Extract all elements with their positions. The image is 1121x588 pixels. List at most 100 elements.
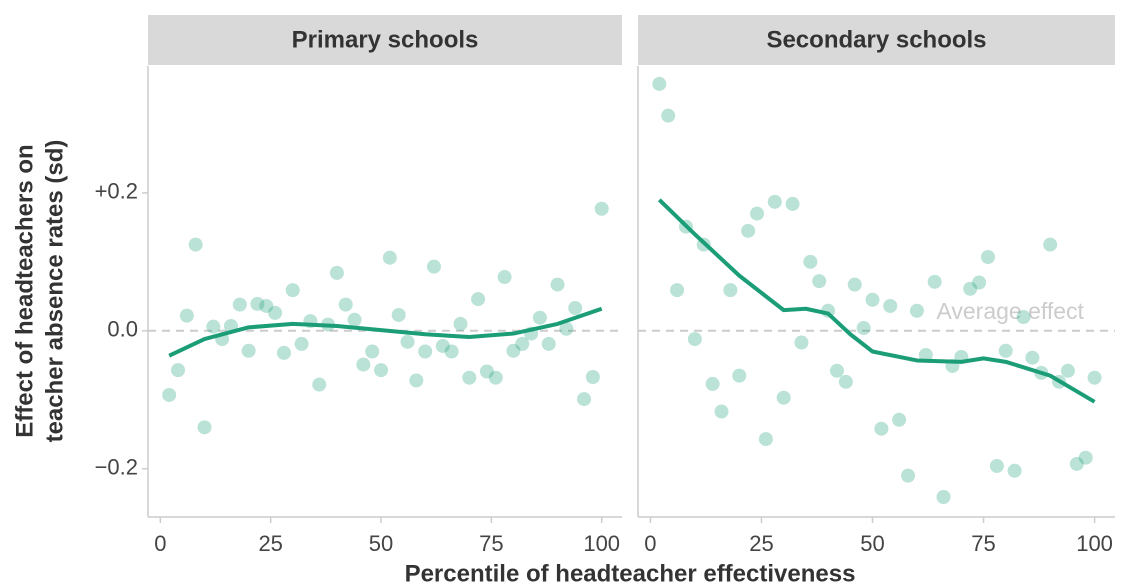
point	[479, 364, 494, 379]
point	[197, 420, 212, 435]
x-tick-label: 25	[258, 531, 282, 556]
point	[989, 458, 1004, 473]
point	[998, 343, 1013, 358]
point	[874, 421, 889, 436]
point	[426, 259, 441, 274]
point	[1069, 456, 1084, 471]
point	[1016, 310, 1031, 325]
point	[577, 392, 592, 407]
facet-title: Primary schools	[292, 26, 479, 53]
y-axis-label: teacher absence rates (sd)	[41, 140, 68, 443]
point	[285, 283, 300, 298]
point	[927, 274, 942, 289]
point	[785, 196, 800, 211]
point	[532, 310, 547, 325]
y-axis-label: Effect of headteachers on	[11, 144, 38, 437]
point	[829, 363, 844, 378]
point	[776, 390, 791, 405]
annotation: Average effect	[936, 298, 1084, 324]
point	[541, 336, 556, 351]
facet-title: Secondary schools	[766, 26, 986, 53]
point	[241, 343, 256, 358]
point	[232, 297, 247, 312]
point	[400, 334, 415, 349]
point	[723, 283, 738, 298]
point	[506, 343, 521, 358]
point	[374, 363, 389, 378]
point	[741, 223, 756, 238]
point	[188, 237, 203, 252]
point	[732, 368, 747, 383]
point	[936, 490, 951, 505]
point	[550, 277, 565, 292]
point	[714, 404, 729, 419]
point	[382, 250, 397, 265]
point	[462, 370, 477, 385]
x-tick-label: 100	[1076, 531, 1113, 556]
point	[901, 468, 916, 483]
point	[568, 301, 583, 316]
point	[918, 347, 933, 362]
point	[803, 254, 818, 269]
point	[972, 275, 987, 290]
x-axis-label: Percentile of headteacher effectiveness	[405, 560, 856, 587]
point	[444, 344, 459, 359]
x-tick-label: 50	[369, 531, 393, 556]
x-tick-label: 25	[749, 531, 773, 556]
point	[250, 296, 265, 311]
point	[963, 281, 978, 296]
point	[661, 108, 676, 123]
y-tick-label: +0.2	[95, 179, 138, 204]
point	[1087, 370, 1102, 385]
point	[171, 363, 186, 378]
point	[276, 345, 291, 360]
point	[585, 370, 600, 385]
smooth-line	[657, 198, 1096, 404]
point	[294, 336, 309, 351]
point	[892, 412, 907, 427]
point	[794, 335, 809, 350]
point	[1025, 350, 1040, 365]
point	[883, 298, 898, 313]
facet-strip	[638, 15, 1115, 65]
point	[268, 305, 283, 320]
point	[705, 376, 720, 391]
point	[758, 432, 773, 447]
x-tick-label: 75	[479, 531, 503, 556]
point	[1007, 463, 1022, 478]
point	[750, 206, 765, 221]
point	[471, 292, 486, 307]
point	[559, 321, 574, 336]
point	[594, 201, 609, 216]
x-tick-label: 100	[583, 531, 620, 556]
point	[418, 344, 433, 359]
point	[838, 374, 853, 389]
x-tick-label: 0	[644, 531, 656, 556]
point	[338, 297, 353, 312]
y-tick-label: 0.0	[107, 317, 138, 342]
point	[812, 274, 827, 289]
point	[847, 277, 862, 292]
point	[1078, 450, 1093, 465]
smooth-line	[168, 306, 603, 358]
point	[1043, 237, 1058, 252]
point	[865, 292, 880, 307]
point	[179, 308, 194, 323]
point	[670, 283, 685, 298]
point	[435, 338, 450, 353]
point	[488, 370, 503, 385]
point	[652, 76, 667, 91]
x-tick-label: 75	[971, 531, 995, 556]
point	[515, 336, 530, 351]
point	[259, 298, 274, 313]
point	[312, 377, 327, 392]
point	[856, 321, 871, 336]
point	[409, 373, 424, 388]
point	[980, 250, 995, 265]
point	[687, 332, 702, 347]
point	[1060, 363, 1075, 378]
point	[206, 319, 221, 334]
x-tick-label: 0	[154, 531, 166, 556]
y-tick-label: −0.2	[95, 455, 138, 480]
